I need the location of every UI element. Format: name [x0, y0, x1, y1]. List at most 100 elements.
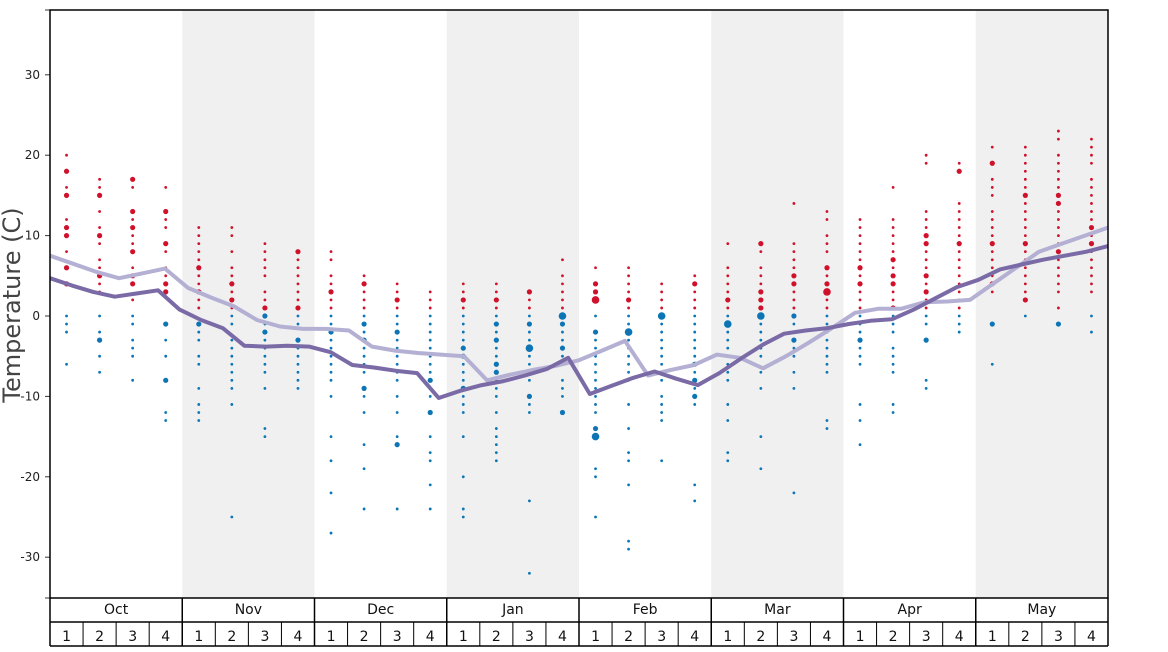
temperature-dot: [493, 361, 499, 367]
week-label: 4: [558, 629, 567, 645]
temperature-dot: [361, 321, 367, 327]
temperature-dot: [461, 403, 465, 406]
temperature-dot: [891, 346, 895, 350]
temperature-dot: [594, 266, 597, 270]
temperature-dot: [1057, 161, 1060, 165]
temperature-dot: [891, 362, 895, 366]
week-label: 3: [1054, 629, 1063, 645]
temperature-dot: [296, 298, 300, 302]
temperature-dot: [792, 290, 796, 294]
temperature-dot: [857, 265, 863, 271]
temperature-dot: [296, 386, 300, 390]
temperature-dot: [428, 314, 432, 318]
temperature-dot: [494, 451, 498, 455]
temperature-dot: [627, 451, 630, 455]
temperature-dot: [428, 451, 432, 455]
temperature-dot: [725, 297, 731, 303]
temperature-dot: [792, 250, 796, 254]
temperature-dot: [494, 306, 498, 310]
temperature-dot: [726, 419, 730, 422]
temperature-dot: [131, 346, 135, 350]
temperature-dot: [957, 226, 961, 229]
temperature-dot: [759, 322, 763, 326]
temperature-dot: [924, 226, 928, 229]
temperature-dot: [957, 202, 961, 205]
temperature-dot: [990, 290, 994, 294]
temperature-dot: [494, 314, 498, 318]
temperature-dot: [197, 386, 201, 390]
temperature-dot: [163, 321, 169, 327]
temperature-dot: [130, 176, 136, 182]
temperature-dot: [98, 354, 101, 358]
temperature-dot: [164, 250, 168, 254]
temperature-dot: [759, 370, 763, 374]
temperature-dot: [461, 395, 465, 398]
temperature-dot: [329, 395, 333, 398]
temperature-dot: [98, 370, 101, 374]
temperature-dot: [858, 274, 862, 278]
temperature-dot: [1023, 226, 1027, 229]
temperature-dot: [461, 435, 465, 438]
temperature-dot: [957, 210, 961, 213]
y-tick-label: -10: [20, 389, 40, 403]
temperature-dot: [395, 322, 399, 326]
temperature-dot: [561, 258, 564, 262]
temperature-dot: [990, 194, 994, 197]
temperature-dot: [65, 185, 68, 189]
temperature-dot: [990, 177, 994, 181]
temperature-dot: [65, 330, 68, 334]
temperature-dot: [263, 370, 267, 374]
temperature-dot: [757, 312, 765, 320]
temperature-dot: [528, 571, 531, 575]
temperature-dot: [1023, 234, 1027, 238]
temperature-dots: [63, 129, 1095, 575]
temperature-dot: [989, 241, 995, 247]
temperature-dot: [460, 297, 466, 303]
temperature-dot: [1057, 274, 1060, 278]
temperature-dot: [1023, 177, 1027, 181]
temperature-dot: [891, 411, 895, 414]
temperature-dot: [561, 395, 564, 398]
temperature-dot: [1090, 282, 1093, 286]
x-axis: Oct 1 2 3 4 Nov 1 2 3 4 Dec 1 2 3 4 Jan 1 2 3 4 Feb 1 2 3 4 Mar 1 2…: [49, 597, 1109, 647]
temperature-dot: [858, 314, 862, 318]
temperature-dot: [98, 314, 101, 318]
temperature-dot: [791, 337, 797, 343]
temperature-dot: [825, 306, 829, 310]
temperature-dot: [196, 265, 202, 271]
temperature-dot: [627, 322, 630, 326]
temperature-dot: [660, 330, 664, 334]
temperature-dot: [164, 218, 168, 221]
temperature-dot: [329, 282, 333, 286]
temperature-dot: [1090, 177, 1093, 181]
temperature-dot: [1090, 258, 1093, 262]
month-label-may: May: [1027, 602, 1056, 618]
average-lines: [49, 225, 1109, 400]
temperature-dot: [792, 258, 796, 262]
temperature-dot: [361, 385, 367, 391]
temperature-dot: [825, 346, 829, 350]
temperature-dot: [197, 226, 201, 229]
temperature-dot: [792, 322, 796, 326]
month-band-nov: [182, 10, 315, 598]
temperature-dot: [395, 507, 399, 511]
temperature-dot: [197, 274, 201, 278]
temperature-dot: [494, 330, 498, 334]
week-label: 2: [95, 629, 104, 645]
temperature-dot: [395, 362, 399, 366]
temperature-dot: [1090, 314, 1093, 318]
temperature-dot: [494, 346, 498, 350]
temperature-dot: [726, 242, 730, 246]
temperature-dot: [594, 467, 597, 471]
temperature-dot: [197, 362, 201, 366]
temperature-dot: [1023, 145, 1027, 149]
temperature-dot: [627, 459, 630, 463]
temperature-dot: [96, 192, 103, 198]
week-label: 2: [889, 629, 898, 645]
temperature-dot: [627, 403, 630, 406]
temperature-dot: [197, 298, 201, 302]
y-tick-label: 20: [25, 148, 40, 162]
temperature-dot: [1023, 218, 1027, 221]
temperature-dot: [594, 386, 597, 390]
month-label-mar: Mar: [764, 602, 791, 618]
